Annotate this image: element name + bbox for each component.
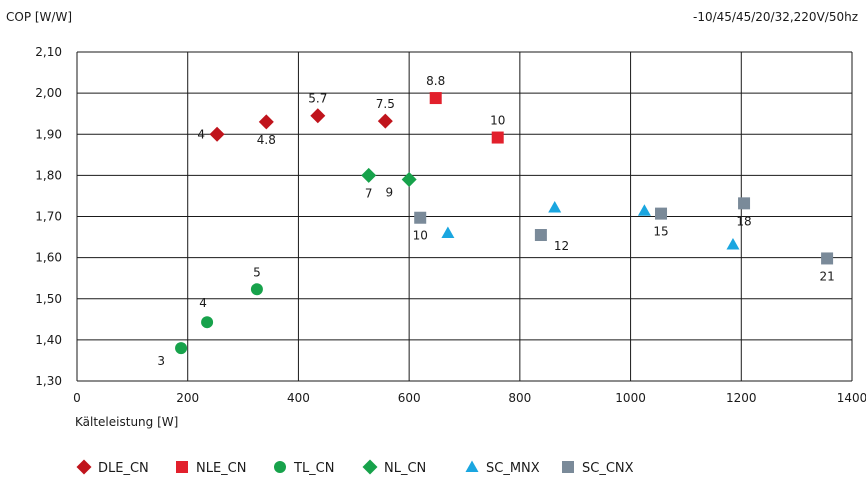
condition-note: -10/45/45/20/32,220V/50hz	[693, 10, 858, 24]
point-tl-cn	[175, 342, 188, 355]
legend-marker-nle-cn	[176, 461, 188, 473]
y-tick-label: 1,30	[35, 374, 62, 388]
y-tick-label: 1,50	[35, 292, 62, 306]
data-label: 15	[653, 225, 668, 239]
data-label: 12	[554, 239, 569, 253]
data-label: 21	[819, 269, 834, 283]
x-tick-label: 600	[398, 391, 421, 405]
data-label: 9	[386, 185, 394, 199]
point-nl-cn	[361, 167, 377, 183]
axis-ticks: 1,30 1,40 1,50 1,60 1,70 1,80 1,90 2,00 2,10 0 200…	[35, 45, 866, 405]
point-dle-cn	[310, 108, 326, 124]
legend-label: TL_CN	[293, 461, 335, 476]
legend-marker-sc-cnx	[562, 461, 574, 473]
data-label: 7.5	[376, 97, 395, 111]
point-sc-cnx	[534, 229, 547, 242]
point-tl-cn	[250, 283, 263, 296]
legend-marker-dle-cn	[76, 459, 92, 475]
point-nl-cn	[401, 171, 417, 187]
point-dle-cn	[258, 114, 274, 130]
data-label: 18	[736, 214, 751, 228]
data-label: 4.8	[257, 133, 276, 147]
x-tick-label: 0	[73, 391, 81, 405]
legend-marker-sc-mnx	[465, 460, 479, 472]
point-sc-mnx	[548, 200, 562, 213]
legend-marker-nl-cn	[362, 459, 378, 475]
y-tick-label: 1,80	[35, 168, 62, 182]
point-sc-mnx	[726, 237, 740, 250]
x-tick-label: 1200	[726, 391, 757, 405]
y-tick-label: 1,40	[35, 333, 62, 347]
y-tick-label: 2,10	[35, 45, 62, 59]
y-tick-label: 2,00	[35, 86, 62, 100]
data-label: 10	[490, 114, 505, 128]
data-points: 4 4.8 5.7 7.5 8.8 10 3 4 5 7 9 10 12 15 18 21	[157, 74, 834, 368]
point-dle-cn	[377, 113, 393, 129]
point-sc-mnx	[637, 204, 651, 216]
data-label: 3	[157, 354, 165, 368]
data-label: 8.8	[426, 74, 445, 88]
point-tl-cn	[201, 316, 214, 329]
legend-marker-tl-cn	[274, 461, 286, 473]
data-label: 7	[365, 186, 373, 200]
legend-label: NL_CN	[384, 461, 426, 476]
y-axis-label: COP [W/W]	[6, 10, 72, 24]
data-label: 10	[413, 229, 428, 243]
x-tick-label: 200	[176, 391, 199, 405]
point-sc-cnx	[738, 197, 751, 210]
point-dle-cn	[209, 126, 225, 142]
legend-label: NLE_CN	[196, 461, 246, 476]
point-sc-cnx	[821, 252, 834, 265]
legend-label: SC_MNX	[486, 461, 540, 476]
y-tick-label: 1,60	[35, 251, 62, 265]
data-label: 5	[253, 265, 261, 279]
grid	[76, 51, 853, 382]
x-tick-label: 400	[287, 391, 310, 405]
x-tick-label: 800	[508, 391, 531, 405]
point-sc-cnx	[655, 207, 668, 220]
legend-label: SC_CNX	[582, 461, 634, 476]
point-nle-cn	[491, 131, 504, 144]
legend-label: DLE_CN	[98, 461, 149, 476]
data-label: 4	[199, 296, 207, 310]
legend: DLE_CN NLE_CN TL_CN NL_CN SC_MNX SC_CNX	[76, 459, 634, 476]
point-sc-cnx	[414, 211, 427, 224]
data-label: 5.7	[308, 92, 327, 106]
data-label: 4	[197, 127, 205, 141]
point-nle-cn	[429, 92, 442, 105]
point-sc-mnx	[441, 226, 455, 238]
x-axis-label: Kälteleistung [W]	[75, 415, 178, 429]
x-tick-label: 1400	[837, 391, 866, 405]
y-tick-label: 1,70	[35, 210, 62, 224]
x-tick-label: 1000	[615, 391, 646, 405]
y-tick-label: 1,90	[35, 127, 62, 141]
